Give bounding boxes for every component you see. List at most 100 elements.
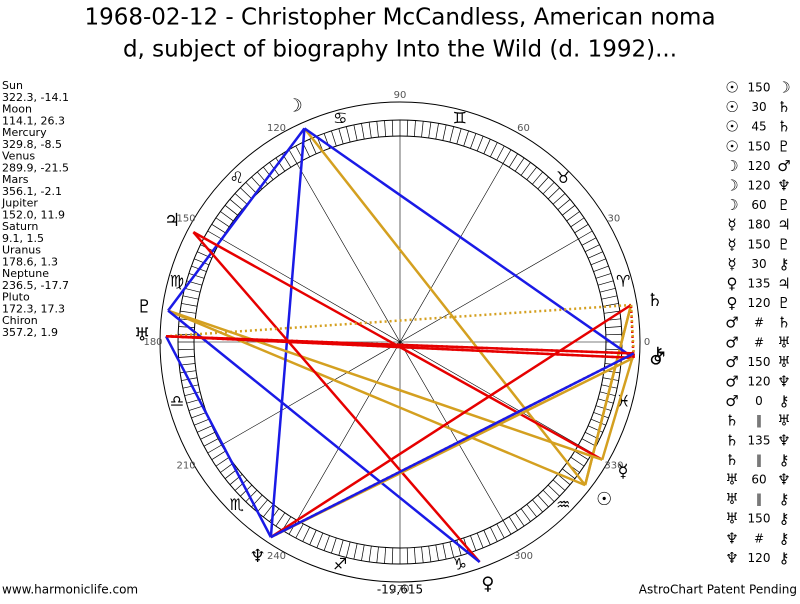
aspect-to: ♇ — [777, 235, 790, 253]
ring-tick — [339, 540, 343, 555]
ring-tick — [509, 154, 517, 168]
ring-tick — [596, 273, 611, 278]
ring-tick — [216, 457, 229, 466]
aspect-angle: 150 — [748, 355, 771, 369]
aspect-from: ☽ — [725, 177, 738, 195]
aspect-to: ♄ — [777, 118, 790, 136]
ring-tick — [200, 432, 214, 439]
aspect-to: ⚷ — [779, 529, 790, 547]
planet-glyph: ♀ — [481, 574, 494, 595]
ring-tick — [521, 162, 530, 175]
aspect-angle: ‖ — [756, 453, 762, 467]
ring-tick — [490, 527, 497, 541]
aspect-to: ♃ — [777, 216, 790, 234]
ring-tick — [354, 125, 357, 141]
aspect-from: ☿ — [727, 235, 736, 253]
aspect-angle: 60 — [751, 198, 766, 212]
ring-tick — [369, 546, 371, 562]
ring-tick — [377, 547, 379, 563]
ring-tick — [527, 504, 537, 517]
ring-tick — [422, 121, 424, 137]
ring-tick — [543, 182, 554, 194]
ring-tick — [588, 252, 603, 259]
aspect-to: ⚷ — [779, 451, 790, 469]
ring-tick — [208, 445, 222, 453]
ring-tick — [538, 177, 549, 189]
ring-tick — [220, 212, 233, 221]
ring-tick — [235, 193, 247, 204]
ring-tick — [558, 199, 570, 209]
title-line: 1968-02-12 - Christopher McCandless, Ame… — [84, 5, 715, 31]
ring-tick — [216, 218, 229, 227]
aspect-angle: # — [754, 531, 764, 545]
aspect-to: ⚷ — [779, 392, 790, 410]
aspect-from: ♀ — [727, 294, 738, 312]
ring-tick — [521, 509, 530, 522]
ring-tick — [497, 146, 505, 160]
ring-tick — [443, 543, 446, 559]
ring-tick — [582, 238, 596, 246]
ring-tick — [276, 513, 285, 526]
ring-tick — [477, 533, 483, 548]
planet-glyph: ☿ — [617, 461, 628, 482]
ring-tick — [527, 167, 537, 180]
ring-tick — [339, 129, 343, 144]
aspect-angle: 30 — [751, 257, 766, 271]
ring-tick — [553, 480, 565, 491]
footer-right: AstroChart Patent Pending — [639, 583, 797, 597]
ring-tick — [204, 439, 218, 447]
ring-tick — [324, 536, 329, 551]
ring-tick — [385, 121, 386, 137]
aspect-line — [271, 305, 631, 537]
aspect-from: ☿ — [727, 216, 736, 234]
ring-tick — [317, 533, 323, 548]
ring-tick — [484, 139, 491, 154]
ring-tick — [178, 349, 194, 350]
aspect-from: ☉ — [725, 79, 738, 97]
aspect-from: ♅ — [725, 471, 738, 489]
degree-label: 0 — [644, 337, 650, 348]
aspect-to: ♃ — [777, 275, 790, 293]
ring-tick — [490, 142, 497, 156]
ring-tick — [257, 500, 267, 512]
aspect-to: ⚷ — [779, 549, 790, 567]
ring-tick — [571, 218, 584, 227]
aspect-angle: 0 — [755, 394, 763, 408]
aspect-from: ☉ — [725, 137, 738, 155]
ring-tick — [354, 543, 357, 559]
aspect-line — [168, 311, 602, 460]
aspect-angle: 180 — [748, 218, 771, 232]
aspect-from: ♂ — [725, 373, 738, 391]
zodiac-sign: ♎ — [170, 391, 184, 410]
ring-tick — [567, 212, 580, 221]
ring-tick — [582, 439, 596, 447]
aspect-angle: # — [754, 335, 764, 349]
aspect-angle: 150 — [748, 512, 771, 526]
zodiac-sign: ♒ — [556, 495, 570, 514]
aspect-from: ☉ — [725, 98, 738, 116]
ring-tick — [331, 131, 336, 146]
aspect-to: ☽ — [777, 79, 790, 97]
zodiac-sign: ♑ — [453, 555, 467, 574]
ring-tick — [377, 121, 379, 137]
ring-tick — [225, 205, 238, 215]
aspect-line — [166, 336, 271, 537]
zodiac-sign: ♌ — [229, 168, 243, 187]
degree-label: 270 — [390, 584, 409, 595]
aspect-angle: 150 — [748, 81, 771, 95]
ring-tick — [422, 547, 424, 563]
aspect-line — [304, 128, 633, 358]
ring-tick — [310, 530, 317, 545]
aspect-to: ⚷ — [779, 255, 790, 273]
planet-glyph: ♇ — [136, 296, 152, 317]
ring-tick — [470, 133, 475, 148]
ring-tick — [443, 125, 446, 141]
aspect-to: ♅ — [777, 333, 790, 351]
ring-tick — [450, 127, 454, 143]
ring-tick — [429, 546, 431, 562]
ring-tick — [497, 524, 505, 538]
degree-label: 210 — [177, 461, 196, 472]
aspect-angle: # — [754, 316, 764, 330]
aspect-from: ♆ — [725, 529, 738, 547]
